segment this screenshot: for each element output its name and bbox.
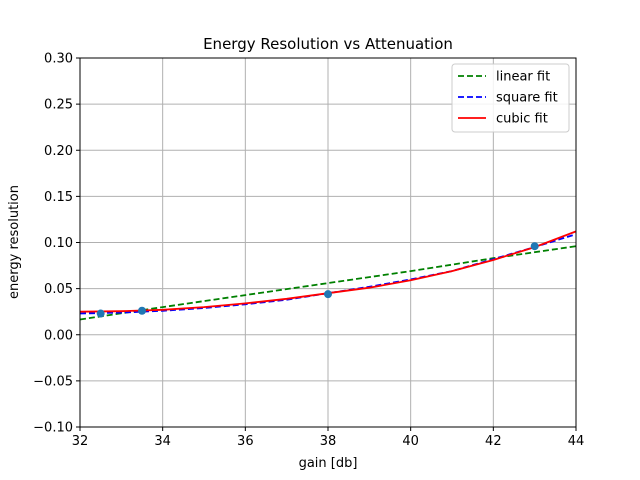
x-tick-label: 44	[568, 434, 585, 449]
data-point	[96, 309, 105, 318]
data-point	[138, 306, 146, 315]
x-axis-ticks: 32 34 36 38 40 42 44	[72, 427, 585, 449]
x-axis-label: gain [db]	[299, 456, 358, 471]
x-tick-label: 38	[320, 434, 337, 449]
x-tick-label: 34	[154, 434, 171, 449]
y-tick-label: 0.10	[44, 236, 73, 251]
y-tick-label: −0.05	[33, 374, 73, 389]
legend-label: cubic fit	[496, 112, 548, 127]
y-axis-label: energy resolution	[7, 185, 22, 299]
y-tick-label: 0.00	[44, 328, 73, 343]
y-tick-label: 0.15	[44, 190, 73, 205]
legend-label: square fit	[496, 91, 558, 106]
y-tick-label: 0.05	[44, 282, 73, 297]
y-tick-label: 0.20	[44, 144, 73, 159]
y-tick-label: 0.30	[44, 52, 73, 67]
x-tick-label: 42	[485, 434, 502, 449]
y-tick-label: 0.25	[44, 98, 73, 113]
legend-box	[451, 63, 570, 133]
legend-label: linear fit	[496, 70, 550, 85]
x-tick-label: 36	[237, 434, 254, 449]
legend: linear fit square fit cubic fit	[451, 63, 570, 133]
y-tick-label: −0.10	[33, 421, 73, 436]
x-tick-label: 40	[402, 434, 419, 449]
chart-title: Energy Resolution vs Attenuation	[203, 35, 453, 53]
y-axis-ticks: −0.10 −0.05 0.00 0.05 0.10 0.15 0.20 0.25 0.30	[33, 52, 80, 436]
data-point	[530, 242, 539, 251]
data-point	[324, 290, 332, 299]
x-tick-label: 32	[72, 434, 89, 449]
data-points	[96, 242, 539, 318]
